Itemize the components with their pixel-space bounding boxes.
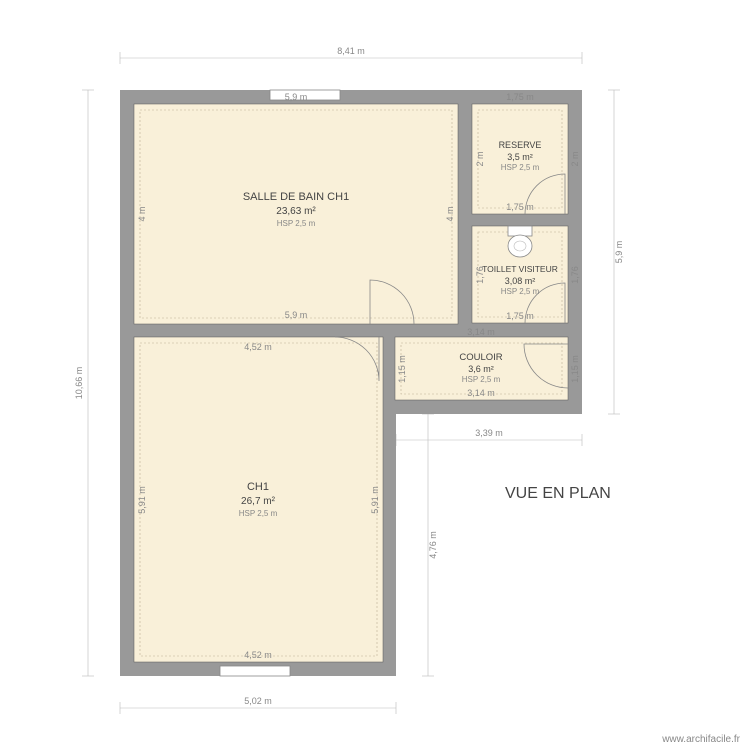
dim-label: 5,91 m: [137, 486, 147, 514]
dim-label: 1,75 m: [506, 92, 534, 102]
dim-label: 4,76 m: [428, 531, 438, 559]
dim-bottom-inset: 3,39 m: [396, 428, 582, 446]
svg-text:3,6 m²: 3,6 m²: [468, 364, 494, 374]
svg-text:HSP 2,5 m: HSP 2,5 m: [501, 287, 540, 296]
dim-label: 1,15 m: [397, 355, 407, 383]
dim-label: 5,02 m: [244, 696, 272, 706]
dim-right-lower: 4,76 m: [422, 414, 438, 676]
dim-label: 3,14 m: [467, 388, 495, 398]
dim-label: 5,9 m: [614, 241, 624, 264]
dim-right-upper: 5,9 m: [608, 90, 624, 414]
dim-label: 4 m: [445, 206, 455, 221]
dim-label: 4 m: [137, 206, 147, 221]
dim-label: 10,66 m: [74, 367, 84, 400]
dim-label: 1,75 m: [506, 202, 534, 212]
dim-label: 5,9 m: [285, 310, 308, 320]
dim-label: 2 m: [475, 151, 485, 166]
dim-label: 4,52 m: [244, 342, 272, 352]
dim-label: 2 m: [570, 151, 580, 166]
window-bottom: [220, 666, 290, 676]
svg-text:HSP 2,5 m: HSP 2,5 m: [239, 509, 278, 518]
dim-label: 3,39 m: [475, 428, 503, 438]
footer-url: www.archifacile.fr: [661, 734, 740, 745]
dim-label: 8,41 m: [337, 46, 365, 56]
view-title: VUE EN PLAN: [505, 485, 611, 502]
svg-text:TOILLET VISITEUR: TOILLET VISITEUR: [482, 264, 558, 274]
svg-text:CH1: CH1: [247, 481, 269, 493]
dim-label: 4,52 m: [244, 650, 272, 660]
floor-plan: 8,41 m 10,66 m 5,9 m 4,76 m 3,39 m 5,02 …: [0, 0, 750, 750]
dim-label: 1,76: [570, 266, 580, 284]
svg-text:3,5 m²: 3,5 m²: [507, 152, 533, 162]
dim-bottom-ch1: 5,02 m: [120, 696, 396, 714]
dim-label: 1,15 m: [570, 355, 580, 383]
svg-text:26,7 m²: 26,7 m²: [241, 496, 276, 507]
toilet-icon: [508, 226, 532, 257]
dim-label: 5,91 m: [370, 486, 380, 514]
dim-label: 5,9 m: [285, 92, 308, 102]
svg-text:3,08 m²: 3,08 m²: [505, 276, 536, 286]
svg-text:HSP 2,5 m: HSP 2,5 m: [501, 163, 540, 172]
svg-text:HSP 2,5 m: HSP 2,5 m: [462, 375, 501, 384]
dim-left-outer: 10,66 m: [74, 90, 94, 676]
dim-label: 1,75 m: [506, 311, 534, 321]
dim-top-outer: 8,41 m: [120, 46, 582, 64]
svg-text:HSP 2,5 m: HSP 2,5 m: [277, 219, 316, 228]
svg-text:COULOIR: COULOIR: [459, 352, 502, 363]
svg-text:RESERVE: RESERVE: [499, 140, 542, 150]
svg-text:SALLE DE BAIN CH1: SALLE DE BAIN CH1: [243, 191, 349, 203]
svg-text:23,63 m²: 23,63 m²: [276, 206, 316, 217]
dim-label: 3,14 m: [467, 327, 495, 337]
